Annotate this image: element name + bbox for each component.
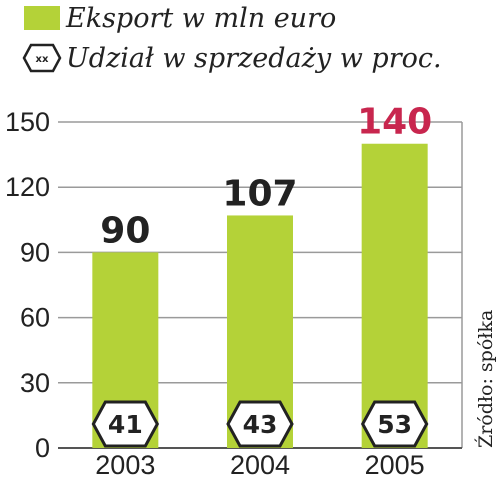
value-label: 140: [357, 102, 432, 143]
x-tick-label: 2003: [95, 450, 155, 480]
share-label: 53: [377, 410, 412, 439]
share-hexagon: [226, 400, 294, 448]
value-label: 90: [100, 210, 150, 251]
y-tick-label: 120: [5, 172, 50, 202]
share-hexagon: [91, 400, 160, 448]
hexagon-icon-label: xx: [36, 54, 49, 65]
share-label: 43: [243, 410, 278, 439]
y-tick-label: 0: [35, 433, 50, 463]
hexagon-icon: xx: [22, 43, 62, 73]
share-label: 41: [108, 410, 143, 439]
legend: Eksport w mln euro xx Udział w sprzedaży…: [22, 3, 442, 74]
legend-bar-swatch: [24, 6, 60, 30]
value-label: 107: [222, 173, 297, 214]
x-tick-label: 2005: [365, 450, 425, 480]
source-note: Źródło: spółka: [474, 310, 496, 448]
y-tick-label: 60: [20, 303, 50, 333]
legend-share-label: Udział w sprzedaży w proc.: [66, 43, 442, 74]
bar: [361, 143, 428, 448]
y-tick-label: 30: [20, 368, 50, 398]
x-tick-label: 2004: [230, 450, 290, 480]
share-hexagon: [360, 400, 429, 448]
y-tick-label: 150: [5, 107, 50, 137]
label-layer: 0 30 60 90 120 150 90 41 2003 107 43 2004 140 53 2005: [5, 102, 432, 480]
y-tick-label: 90: [20, 237, 50, 267]
legend-bar-label: Eksport w mln euro: [65, 3, 336, 34]
